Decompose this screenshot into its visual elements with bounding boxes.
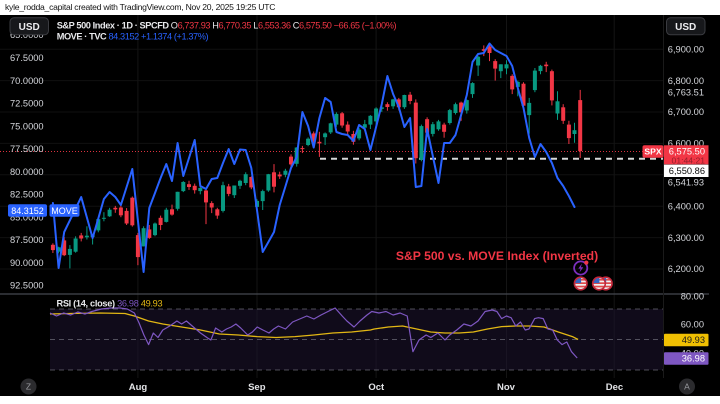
svg-text:6,575.50: 6,575.50 <box>669 147 705 157</box>
svg-text:Nov: Nov <box>497 382 516 393</box>
svg-text:75.0000: 75.0000 <box>10 121 44 131</box>
svg-text:84.3152: 84.3152 <box>11 206 44 216</box>
svg-text:6,763.51: 6,763.51 <box>668 87 704 97</box>
svg-text:RSI (14, close) 36.98 49.93: RSI (14, close) 36.98 49.93 <box>57 299 163 309</box>
svg-text:6,800.00: 6,800.00 <box>668 76 704 86</box>
svg-text:87.5000: 87.5000 <box>10 235 44 245</box>
svg-text:36.98: 36.98 <box>682 354 705 364</box>
svg-text:90.0000: 90.0000 <box>10 258 44 268</box>
svg-text:80.00: 80.00 <box>681 291 704 301</box>
svg-text:67.5000: 67.5000 <box>10 53 44 63</box>
svg-text:Sep: Sep <box>248 382 266 393</box>
svg-text:USD: USD <box>675 22 696 33</box>
svg-text:92.5000: 92.5000 <box>10 281 44 291</box>
svg-text:6,541.93: 6,541.93 <box>668 178 704 188</box>
svg-text:S&P 500 vs. MOVE Index (Invert: S&P 500 vs. MOVE Index (Inverted) <box>396 249 598 263</box>
svg-text:MOVE: MOVE <box>51 206 78 216</box>
svg-text:77.5000: 77.5000 <box>10 144 44 154</box>
svg-text:A: A <box>684 382 690 392</box>
svg-text:6,900.00: 6,900.00 <box>668 44 704 54</box>
svg-text:6,700.00: 6,700.00 <box>668 107 704 117</box>
svg-text:Z: Z <box>26 382 31 392</box>
svg-text:Aug: Aug <box>129 382 148 393</box>
svg-text:MOVE · TVC 84.3152 +1.1374 (+1: MOVE · TVC 84.3152 +1.1374 (+1.37%) <box>57 31 209 41</box>
svg-text:SPX: SPX <box>644 147 661 157</box>
svg-text:49.93: 49.93 <box>682 335 705 345</box>
svg-text:Dec: Dec <box>606 382 623 393</box>
svg-text:6,300.00: 6,300.00 <box>668 233 704 243</box>
svg-text:70.0000: 70.0000 <box>10 76 44 86</box>
svg-text:80.0000: 80.0000 <box>10 167 44 177</box>
svg-text:USD: USD <box>19 22 40 33</box>
svg-text:S&P 500 Index · 1D · SPCFD O6,: S&P 500 Index · 1D · SPCFD O6,737.93 H6,… <box>57 20 397 30</box>
svg-text:Oct: Oct <box>368 382 385 393</box>
svg-text:6,200.00: 6,200.00 <box>668 264 704 274</box>
svg-text:60.00: 60.00 <box>681 320 704 330</box>
svg-text:82.5000: 82.5000 <box>10 190 44 200</box>
svg-text:6,400.00: 6,400.00 <box>668 201 704 211</box>
svg-text:85.0000: 85.0000 <box>10 212 44 222</box>
svg-text:01:44:21: 01:44:21 <box>672 155 706 165</box>
svg-text:6,600.00: 6,600.00 <box>668 139 704 149</box>
svg-text:6,550.86: 6,550.86 <box>669 166 705 176</box>
svg-text:72.5000: 72.5000 <box>10 99 44 109</box>
